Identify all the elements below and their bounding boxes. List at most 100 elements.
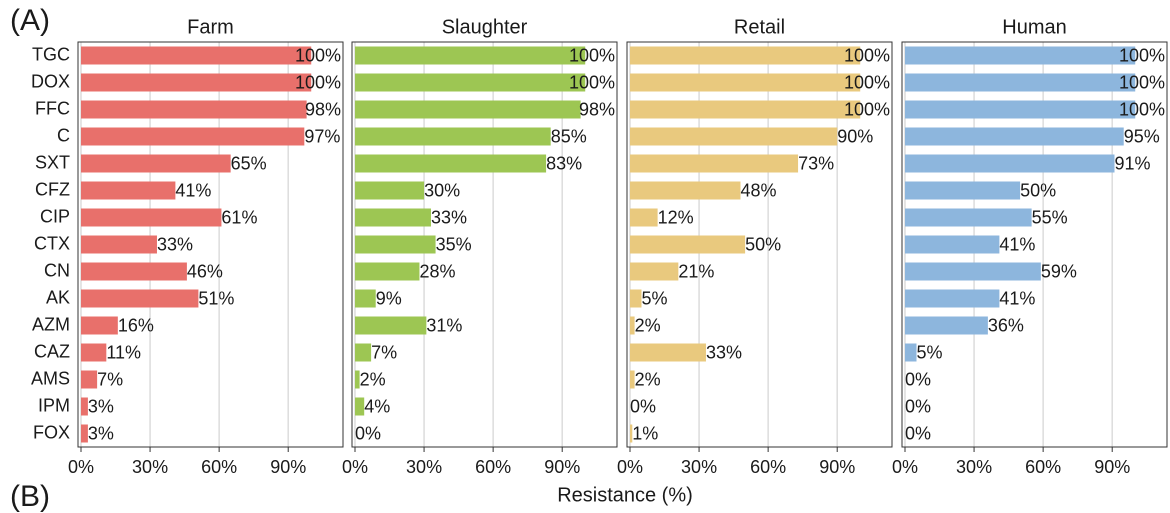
y-tick-label: AK <box>46 287 70 307</box>
panel-frame <box>77 41 344 448</box>
value-label: 83% <box>546 153 582 173</box>
bar <box>354 343 372 362</box>
bar <box>904 73 1136 92</box>
value-label: 55% <box>1032 207 1068 227</box>
value-label: 100% <box>569 72 615 92</box>
y-tick-label: AZM <box>32 314 70 334</box>
bar <box>80 46 312 65</box>
x-tick-label: 0% <box>617 457 643 477</box>
bar <box>80 397 88 416</box>
y-tick-label: C <box>57 125 70 145</box>
value-label: 59% <box>1041 261 1077 281</box>
value-label: 4% <box>364 396 390 416</box>
bar <box>80 127 305 146</box>
x-axis-label: Resistance (%) <box>557 484 693 506</box>
bar <box>904 289 1000 308</box>
bar <box>629 127 838 146</box>
value-label: 2% <box>635 369 661 389</box>
value-label: 100% <box>1119 72 1165 92</box>
x-tick-label: 90% <box>819 457 855 477</box>
value-label: 33% <box>706 342 742 362</box>
panel-title: Slaughter <box>442 16 528 38</box>
value-label: 95% <box>1124 126 1160 146</box>
value-label: 98% <box>305 99 341 119</box>
x-tick-label: 0% <box>892 457 918 477</box>
y-tick-label: FFC <box>35 98 70 118</box>
panel-title: Farm <box>187 16 234 38</box>
bar <box>80 343 107 362</box>
value-label: 91% <box>1115 153 1151 173</box>
value-label: 21% <box>678 261 714 281</box>
bar <box>80 208 222 227</box>
value-label: 41% <box>999 234 1035 254</box>
bar <box>354 235 436 254</box>
value-label: 100% <box>1119 99 1165 119</box>
x-tick-label: 90% <box>1094 457 1130 477</box>
bar <box>354 208 431 227</box>
value-label: 100% <box>844 99 890 119</box>
value-label: 61% <box>221 207 257 227</box>
panel-title: Human <box>1002 16 1066 38</box>
y-tick-label: CFZ <box>35 179 70 199</box>
value-label: 28% <box>419 261 455 281</box>
value-label: 100% <box>844 72 890 92</box>
bar <box>629 424 633 443</box>
value-label: 30% <box>424 180 460 200</box>
value-label: 3% <box>88 396 114 416</box>
bar <box>80 181 176 200</box>
bar <box>904 46 1136 65</box>
value-label: 100% <box>295 72 341 92</box>
value-label: 0% <box>905 396 931 416</box>
value-label: 35% <box>436 234 472 254</box>
value-label: 9% <box>376 288 402 308</box>
value-label: 5% <box>917 342 943 362</box>
y-tick-label: CIP <box>40 206 70 226</box>
value-label: 0% <box>905 369 931 389</box>
bar <box>629 316 635 335</box>
value-label: 0% <box>905 423 931 443</box>
bar <box>80 73 312 92</box>
value-label: 41% <box>175 180 211 200</box>
value-label: 2% <box>360 369 386 389</box>
value-label: 98% <box>579 99 615 119</box>
bar <box>354 370 360 389</box>
value-label: 50% <box>745 234 781 254</box>
y-tick-label: TGC <box>32 44 70 64</box>
bar <box>80 424 88 443</box>
bar <box>80 235 157 254</box>
x-tick-label: 30% <box>681 457 717 477</box>
value-label: 90% <box>837 126 873 146</box>
bar <box>354 397 365 416</box>
bar <box>629 46 861 65</box>
value-label: 48% <box>741 180 777 200</box>
bar <box>629 343 706 362</box>
bar <box>904 208 1032 227</box>
bar <box>904 343 917 362</box>
value-label: 7% <box>97 369 123 389</box>
bar <box>904 100 1136 119</box>
value-label: 33% <box>431 207 467 227</box>
bar <box>80 316 118 335</box>
x-tick-label: 90% <box>544 457 580 477</box>
bar <box>629 154 799 173</box>
panel-label: (B) <box>10 480 50 513</box>
value-label: 100% <box>569 45 615 65</box>
value-label: 100% <box>295 45 341 65</box>
panel-frame <box>351 41 618 448</box>
bar <box>904 181 1021 200</box>
y-tick-label: FOX <box>33 422 70 442</box>
value-label: 36% <box>988 315 1024 335</box>
bar <box>354 46 586 65</box>
panel-label: (A) <box>10 4 50 37</box>
bar <box>904 262 1041 281</box>
y-tick-label: SXT <box>35 152 70 172</box>
bar <box>354 127 551 146</box>
value-label: 7% <box>371 342 397 362</box>
panel-frame <box>901 41 1168 448</box>
value-label: 3% <box>88 423 114 443</box>
bar <box>629 100 861 119</box>
value-label: 85% <box>551 126 587 146</box>
value-label: 1% <box>632 423 658 443</box>
value-label: 2% <box>635 315 661 335</box>
value-label: 100% <box>1119 45 1165 65</box>
